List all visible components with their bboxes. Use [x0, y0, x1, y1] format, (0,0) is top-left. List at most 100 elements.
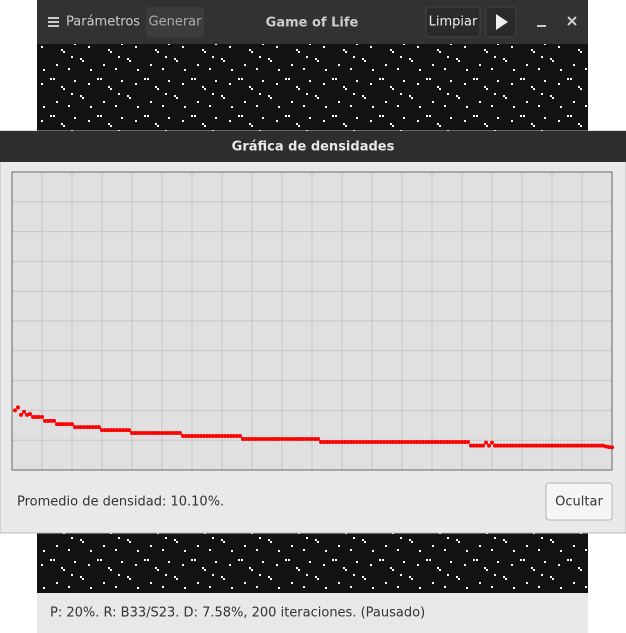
density-point: [100, 428, 104, 433]
density-point: [154, 431, 158, 436]
generate-button[interactable]: [146, 7, 204, 37]
status-text: P: 20%. R: B33/S23. D: 7.58%, 200 iterac…: [50, 606, 425, 621]
density-point: [139, 431, 143, 436]
density-point: [232, 434, 236, 439]
density-point: [589, 443, 593, 448]
density-point: [355, 439, 359, 444]
window-title: Game of Life: [266, 16, 359, 31]
density-point: [535, 443, 539, 448]
density-point: [379, 439, 383, 444]
density-point: [121, 428, 125, 433]
clear-button[interactable]: [425, 6, 481, 38]
density-point: [25, 412, 29, 417]
density-point: [376, 439, 380, 444]
density-point: [529, 443, 533, 448]
density-point: [67, 422, 71, 427]
density-point: [469, 443, 473, 448]
density-point: [520, 443, 524, 448]
density-point: [133, 431, 137, 436]
density-point: [127, 428, 131, 433]
density-point: [142, 431, 146, 436]
density-point: [475, 443, 479, 448]
density-point: [499, 443, 503, 448]
density-point: [289, 437, 293, 442]
density-point: [604, 444, 608, 449]
density-point: [556, 443, 560, 448]
density-point: [562, 443, 566, 448]
density-point: [304, 437, 308, 442]
density-point: [370, 439, 374, 444]
density-point: [346, 439, 350, 444]
density-point: [571, 443, 575, 448]
density-point: [73, 425, 77, 430]
density-point: [103, 428, 107, 433]
density-point: [364, 439, 368, 444]
density-point: [412, 439, 416, 444]
density-point: [358, 439, 362, 444]
density-point: [163, 431, 167, 436]
density-point: [328, 439, 332, 444]
density-point: [580, 443, 584, 448]
minimize-button[interactable]: [537, 25, 546, 27]
density-point: [463, 439, 467, 444]
density-point: [178, 431, 182, 436]
density-point: [388, 439, 392, 444]
density-point: [277, 437, 281, 442]
density-point: [307, 437, 311, 442]
play-icon: [496, 14, 508, 30]
density-point: [115, 428, 119, 433]
density-point: [79, 425, 83, 430]
hide-button[interactable]: [545, 482, 613, 521]
density-point: [610, 445, 614, 450]
density-point: [136, 431, 140, 436]
density-point: [190, 434, 194, 439]
density-point: [268, 437, 272, 442]
density-point: [523, 443, 527, 448]
density-point: [85, 425, 89, 430]
menu-button[interactable]: [42, 7, 142, 37]
density-point: [196, 434, 200, 439]
density-point: [280, 437, 284, 442]
density-point: [400, 439, 404, 444]
density-point: [292, 437, 296, 442]
density-point: [157, 431, 161, 436]
density-point: [451, 439, 455, 444]
density-point: [52, 418, 56, 423]
density-point: [175, 431, 179, 436]
density-point: [31, 414, 35, 419]
density-point: [517, 443, 521, 448]
density-point: [250, 437, 254, 442]
density-point: [34, 414, 38, 419]
density-point: [226, 434, 230, 439]
density-point: [199, 434, 203, 439]
density-point: [151, 431, 155, 436]
density-point: [106, 428, 110, 433]
density-point: [532, 443, 536, 448]
density-point: [550, 443, 554, 448]
density-point: [574, 443, 578, 448]
density-point: [310, 437, 314, 442]
density-point: [607, 445, 611, 450]
density-point: [316, 437, 320, 442]
generate-label: Generar: [149, 15, 203, 30]
density-point: [28, 411, 32, 416]
density-point: [187, 434, 191, 439]
density-point: [193, 434, 197, 439]
density-point: [538, 443, 542, 448]
close-button[interactable]: [567, 16, 577, 26]
menu-label: Parámetros: [66, 15, 140, 30]
density-point: [118, 428, 122, 433]
density-point: [373, 439, 377, 444]
density-point: [61, 422, 65, 427]
density-point: [577, 443, 581, 448]
density-point: [253, 437, 257, 442]
density-point: [367, 439, 371, 444]
density-point: [505, 443, 509, 448]
density-point: [58, 422, 62, 427]
density-point: [88, 425, 92, 430]
density-point: [247, 437, 251, 442]
density-point: [214, 434, 218, 439]
density-point: [109, 428, 113, 433]
density-point: [256, 437, 260, 442]
density-point: [64, 422, 68, 427]
